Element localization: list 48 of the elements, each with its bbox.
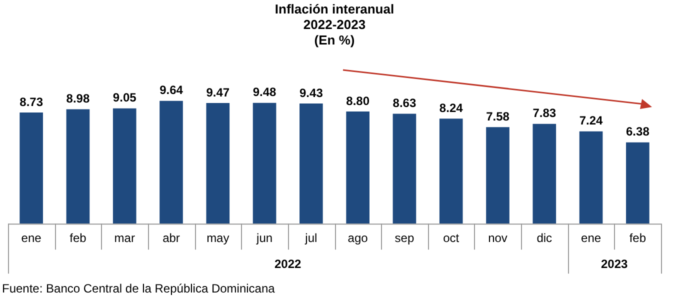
data-label: 8.73 — [20, 94, 44, 109]
bar — [160, 100, 183, 224]
bar — [439, 118, 463, 224]
data-label: 9.48 — [252, 85, 277, 100]
x-tick-label: mar — [114, 231, 135, 246]
bar — [392, 114, 416, 224]
x-tick-label: may — [206, 231, 230, 246]
data-label: 9.47 — [206, 85, 230, 100]
chart-subtitle: 2022-2023 — [303, 16, 366, 32]
x-tick-label: oct — [443, 231, 460, 246]
x-tick-label: ene — [581, 231, 602, 246]
x-tick-label: ago — [348, 231, 368, 246]
data-label: 9.43 — [300, 86, 324, 100]
text: 2023 — [601, 256, 628, 271]
bar — [66, 109, 90, 224]
data-label: 7.24 — [579, 114, 604, 128]
bar — [579, 131, 603, 224]
data-label: 8.63 — [392, 96, 416, 110]
source-note: Fuente: Banco Central de la República Dominicana — [2, 281, 276, 296]
data-label: 6.38 — [626, 124, 650, 139]
x-tick-label: dic — [536, 231, 552, 246]
x-tick-label: feb — [629, 231, 646, 246]
chart-title: Inflación interanual — [274, 1, 394, 16]
bar — [346, 112, 370, 224]
y-axis-title: (En %) — [314, 32, 355, 48]
x-tick-label: jul — [304, 231, 318, 246]
bar — [532, 124, 556, 224]
bar — [20, 112, 43, 224]
x-tick-label: nov — [488, 231, 508, 246]
data-label: 7.83 — [532, 106, 556, 120]
bar — [206, 103, 230, 224]
data-label: 9.64 — [160, 83, 184, 98]
bar — [112, 108, 136, 224]
data-label: 8.98 — [66, 92, 90, 106]
data-label: 9.05 — [112, 90, 137, 105]
x-tick-label: abr — [162, 231, 180, 246]
x-tick-label: sep — [394, 231, 414, 246]
bar — [486, 127, 510, 224]
x-tick-label: feb — [70, 231, 87, 246]
data-label: 7.58 — [486, 109, 510, 124]
bar — [626, 142, 650, 224]
text: 2022 — [274, 256, 302, 271]
bar — [252, 102, 276, 224]
data-label: 8.80 — [346, 94, 370, 108]
bar — [300, 104, 323, 224]
x-tick-label: jun — [256, 231, 273, 246]
x-tick-label: ene — [21, 231, 42, 246]
data-label: 8.24 — [439, 100, 464, 115]
